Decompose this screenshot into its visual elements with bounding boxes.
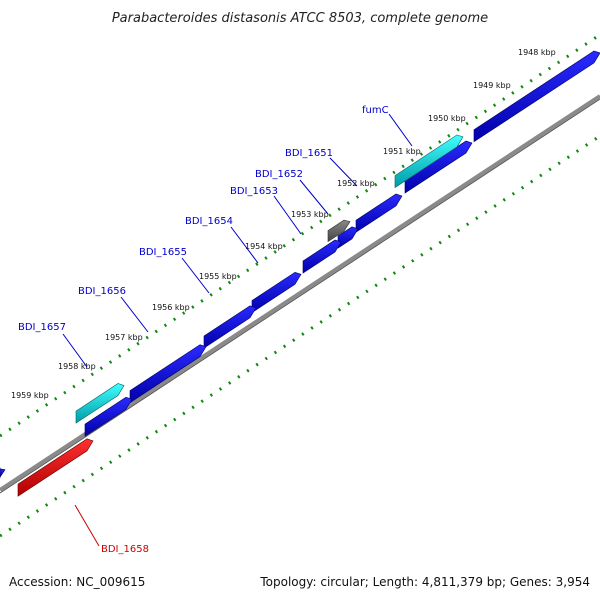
kbp-tick-label: 1953 kbp — [291, 210, 329, 219]
kbp-tick-label: 1951 kbp — [383, 147, 421, 156]
outer-tick-ring — [0, 34, 599, 438]
kbp-tick-label: 1959 kbp — [11, 391, 49, 400]
gene-label-bdi-1654[interactable]: BDI_1654 — [185, 216, 233, 227]
gene-arrow-other — [327, 219, 351, 243]
kbp-tick-label: 1952 kbp — [337, 179, 375, 188]
map-title: Parabacteroides distasonis ATCC 8503, co… — [112, 11, 488, 26]
gene-arrow-bdi-1657 — [75, 383, 125, 424]
gene-label-bdi-1652[interactable]: BDI_1652 — [255, 169, 303, 180]
gene-arrow-cds — [355, 193, 403, 233]
gene-arrow-cds — [473, 50, 600, 143]
kbp-tick-label: 1957 kbp — [105, 333, 143, 342]
leader-line — [230, 226, 259, 264]
gene-arrow-fumc — [394, 134, 464, 189]
genome-backbone-shadow — [0, 98, 600, 494]
gene-arrow-cds — [129, 344, 207, 404]
gene-arrows — [0, 50, 600, 497]
leader-line — [62, 333, 88, 368]
genome-summary-text: Topology: circular; Length: 4,811,379 bp… — [259, 575, 590, 589]
kbp-tick-label: 1949 kbp — [473, 81, 511, 90]
kbp-tick-label: 1956 kbp — [152, 303, 190, 312]
leader-line — [329, 157, 358, 187]
leader-line — [74, 504, 100, 547]
leader-line — [299, 179, 329, 215]
gene-label-bdi-1651[interactable]: BDI_1651 — [285, 148, 333, 159]
gene-label-bdi-1653[interactable]: BDI_1653 — [230, 186, 278, 197]
gene-label-bdi-1658[interactable]: BDI_1658 — [101, 544, 149, 555]
gene-arrow-cds — [84, 396, 133, 437]
kbp-tick-label: 1955 kbp — [199, 272, 237, 281]
leader-line — [273, 195, 302, 235]
gene-label-bdi-1657[interactable]: BDI_1657 — [18, 322, 66, 333]
gene-label-bdi-1656[interactable]: BDI_1656 — [78, 286, 126, 297]
kbp-tick-label: 1950 kbp — [428, 114, 466, 123]
kbp-tick-label: 1948 kbp — [518, 48, 556, 57]
kbp-tick-label: 1958 kbp — [58, 362, 96, 371]
accession-text: Accession: NC_009615 — [9, 575, 145, 589]
gene-leader-lines — [62, 113, 413, 547]
leader-line — [181, 257, 210, 294]
leader-line — [120, 296, 149, 333]
gene-arrow-bdi-1658 — [17, 438, 94, 497]
kbp-ticks: 1948 kbp 1949 kbp 1950 kbp 1951 kbp 1952 kbp… — [11, 48, 556, 400]
inner-tick-ring — [0, 134, 600, 538]
leader-line — [388, 113, 413, 147]
kbp-tick-label: 1954 kbp — [245, 242, 283, 251]
gene-arrow-cds — [302, 239, 342, 274]
gene-label-bdi-1655[interactable]: BDI_1655 — [139, 247, 187, 258]
gene-label-fumc[interactable]: fumC — [362, 105, 389, 116]
gene-arrow-cds — [0, 467, 6, 479]
